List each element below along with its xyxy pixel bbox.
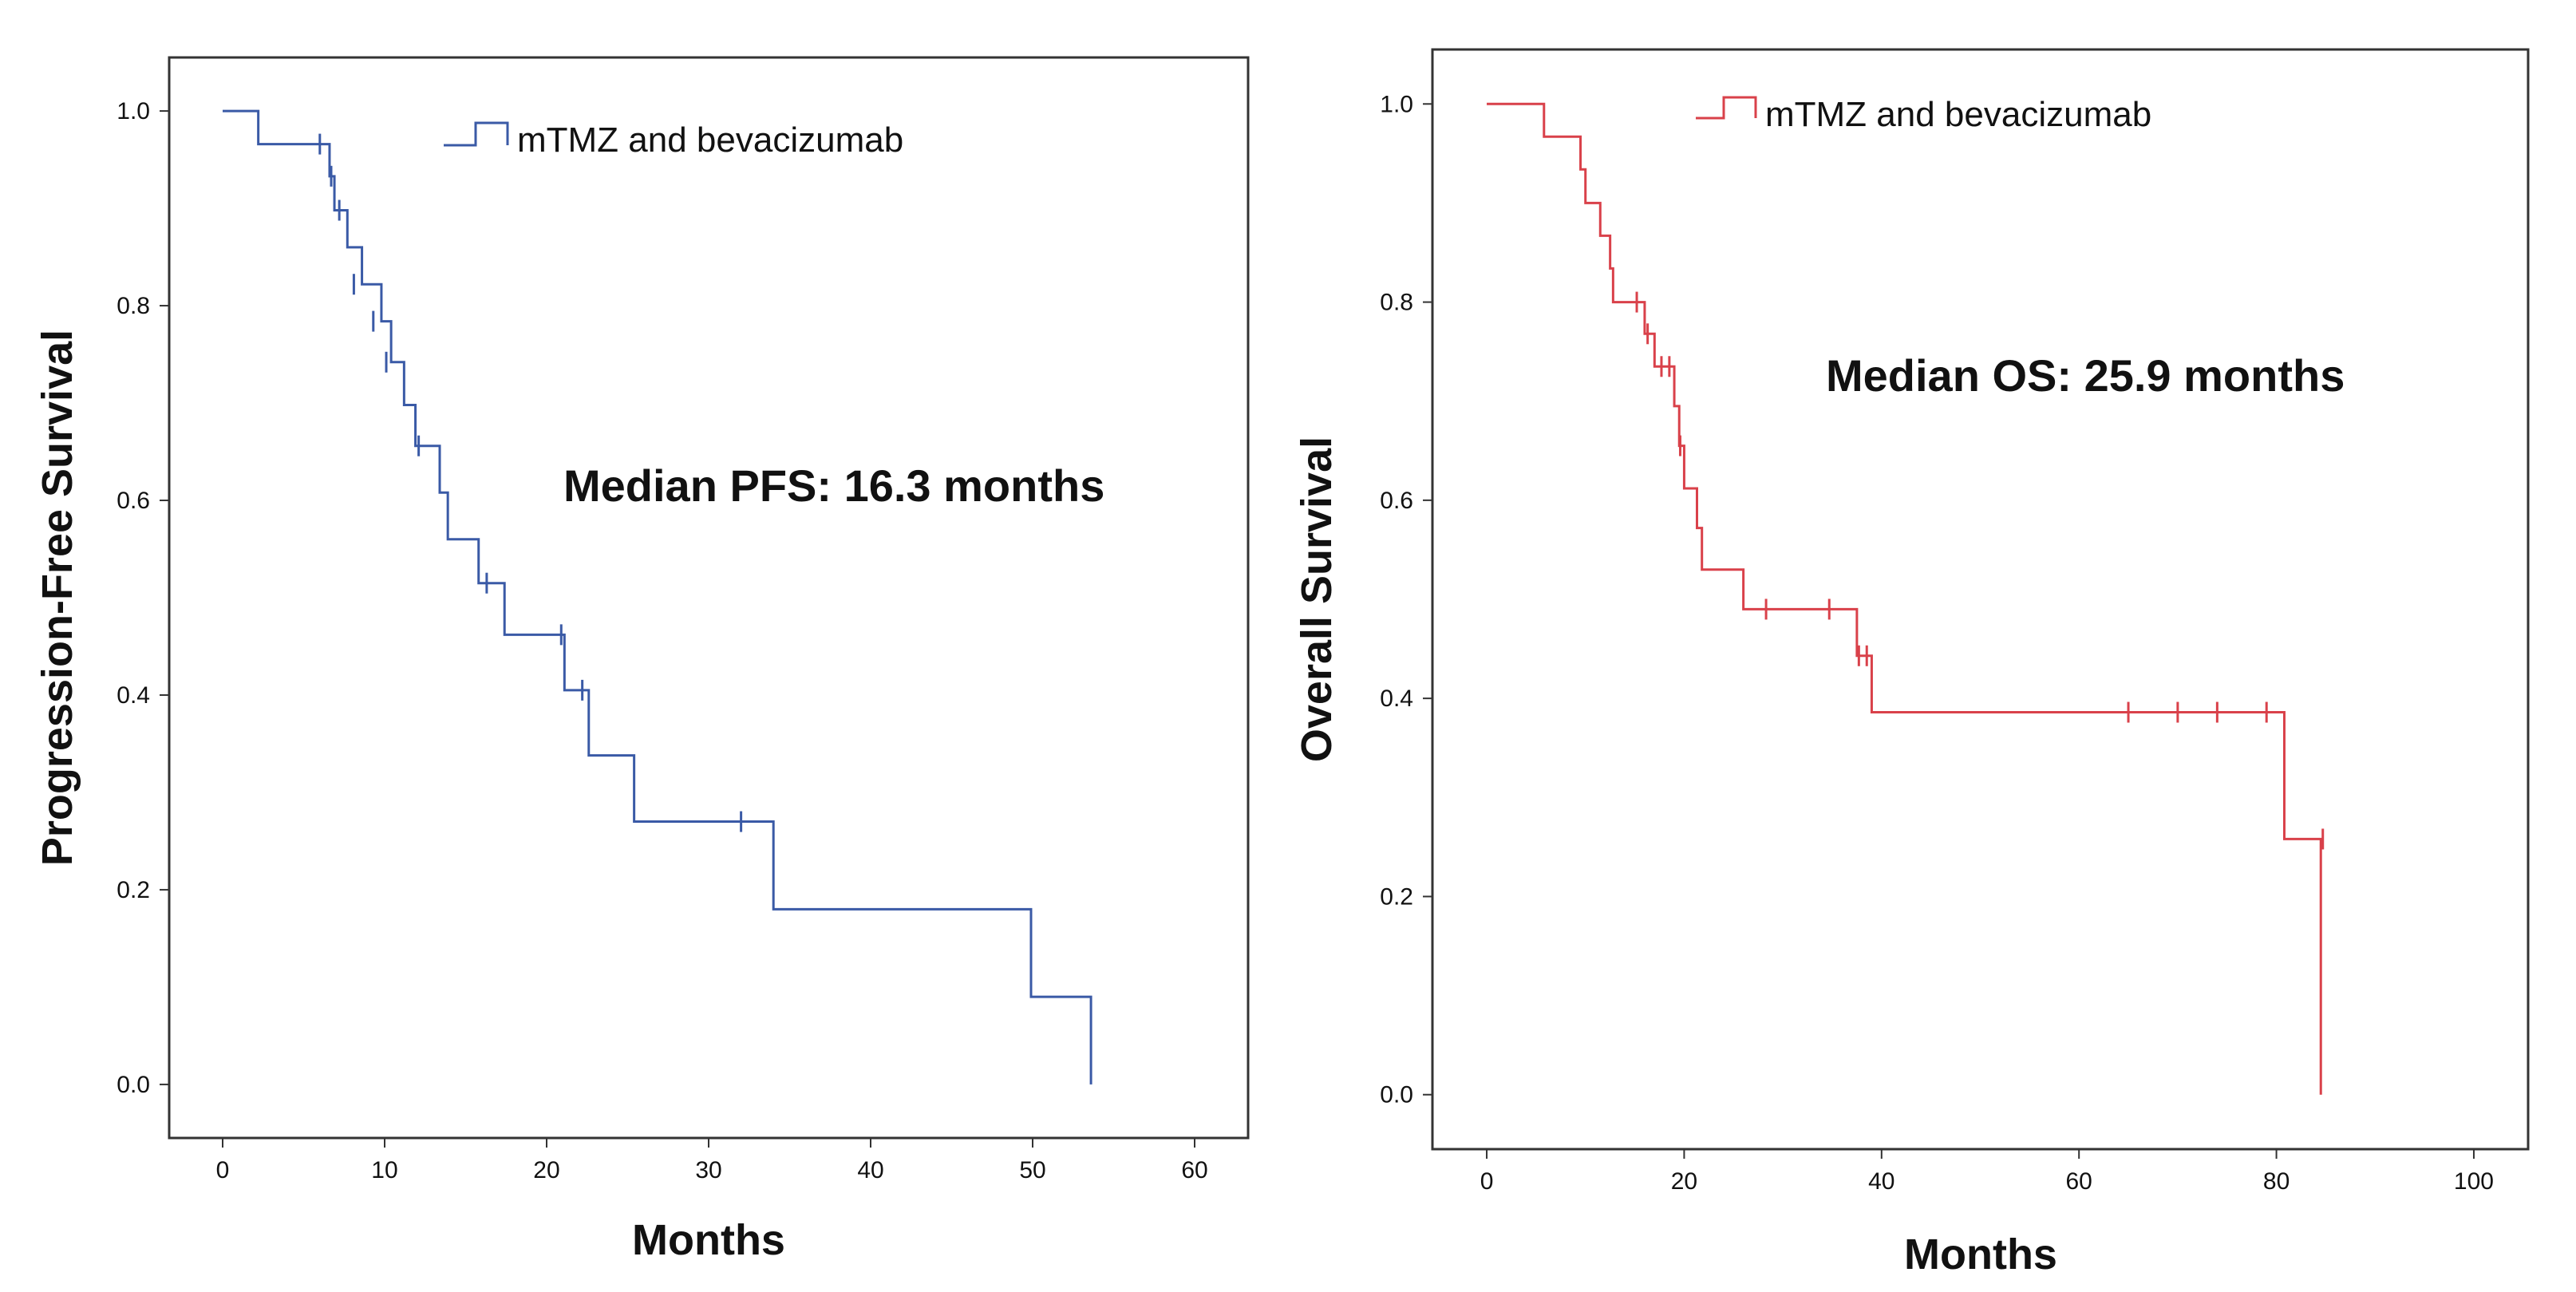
os-survival-curve [1487, 102, 2322, 1095]
os-y-tick-label: 0.4 [1380, 686, 1413, 712]
pfs-y-tick-label: 0.6 [117, 488, 150, 514]
pfs-legend-label: mTMZ and bevacizumab [517, 121, 903, 160]
pfs-x-tick-label: 40 [857, 1157, 883, 1183]
os-axis-ticks: 0 20 40 60 80 100 0.0 0.2 0.4 0.6 0.8 1.0 [1380, 91, 2494, 1195]
pfs-axis-ticks: 0 10 20 30 40 50 60 0.0 0.2 0.4 0.6 0.8 1.0 [117, 98, 1207, 1183]
os-y-axis-title: Overall Survival [1293, 437, 1341, 762]
os-legend: mTMZ and bevacizumab [1696, 95, 2151, 134]
pfs-x-tick-label: 10 [371, 1157, 397, 1183]
os-x-axis-title: Months [1904, 1231, 2057, 1278]
pfs-censor-marks [318, 133, 743, 832]
os-plot-frame [1431, 48, 2530, 1151]
pfs-y-tick-label: 0.8 [117, 293, 150, 319]
pfs-x-tick-label: 30 [695, 1157, 721, 1183]
os-x-tick-label: 0 [1480, 1168, 1494, 1195]
os-x-tick-label: 100 [2454, 1168, 2494, 1195]
pfs-legend-symbol [444, 121, 509, 147]
os-y-tick-label: 0.0 [1380, 1082, 1413, 1108]
os-x-tick-label: 40 [1868, 1168, 1894, 1195]
pfs-plot-frame [168, 56, 1250, 1140]
pfs-y-tick-label: 0.0 [117, 1072, 150, 1098]
os-y-tick-label: 1.0 [1380, 91, 1413, 117]
pfs-chart: 0 10 20 30 40 50 60 0.0 0.2 0.4 0.6 0.8 1.0 mTMZ and… [34, 56, 1250, 1264]
pfs-y-axis-title: Progression-Free Survival [34, 330, 81, 866]
os-legend-label: mTMZ and bevacizumab [1765, 95, 2151, 134]
os-median-annotation: Median OS: 25.9 months [1826, 350, 2345, 401]
os-y-tick-label: 0.2 [1380, 883, 1413, 910]
os-chart: 0 20 40 60 80 100 0.0 0.2 0.4 0.6 0.8 1.0 mTMZ and … [1293, 48, 2530, 1278]
pfs-x-tick-label: 60 [1181, 1157, 1207, 1183]
pfs-y-tick-label: 0.2 [117, 877, 150, 903]
os-legend-symbol [1696, 96, 1757, 120]
os-x-tick-label: 80 [2263, 1168, 2290, 1195]
pfs-median-annotation: Median PFS: 16.3 months [563, 460, 1104, 511]
os-y-tick-label: 0.6 [1380, 488, 1413, 514]
os-y-tick-label: 0.8 [1380, 290, 1413, 316]
os-x-tick-label: 20 [1671, 1168, 1697, 1195]
os-x-tick-label: 60 [2066, 1168, 2092, 1195]
pfs-x-axis-title: Months [632, 1216, 785, 1264]
pfs-y-tick-label: 0.4 [117, 682, 150, 709]
pfs-x-tick-label: 0 [216, 1157, 230, 1183]
pfs-y-tick-label: 1.0 [117, 98, 150, 124]
pfs-legend: mTMZ and bevacizumab [444, 121, 903, 160]
os-censor-marks [1635, 291, 2325, 850]
pfs-x-tick-label: 20 [533, 1157, 559, 1183]
pfs-x-tick-label: 50 [1019, 1157, 1045, 1183]
